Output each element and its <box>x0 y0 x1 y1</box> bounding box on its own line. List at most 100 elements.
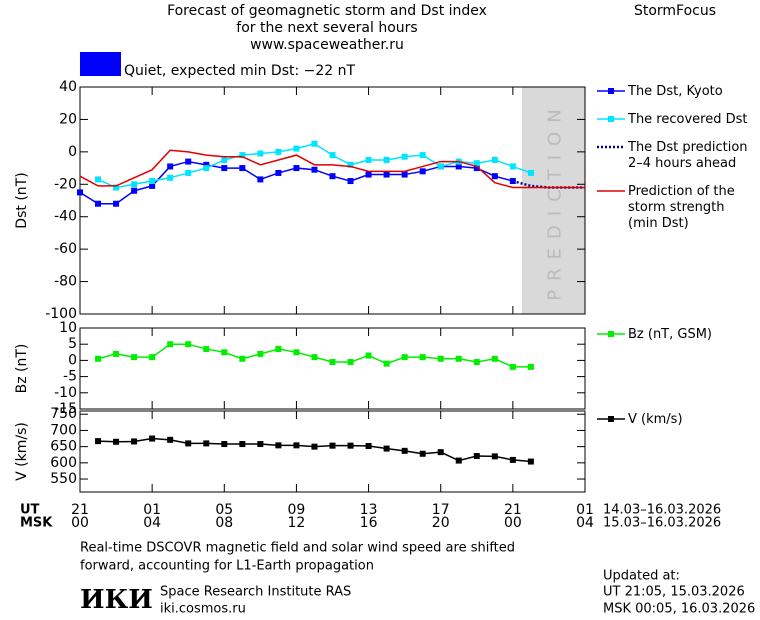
legend-label: V (km/s) <box>628 412 683 427</box>
data-point <box>527 169 534 176</box>
data-point <box>203 440 210 447</box>
y-tick-label: 750 <box>50 406 77 422</box>
x-tick-label-ut: 01 <box>143 502 161 518</box>
data-point <box>365 171 372 178</box>
x-tick-label-ut: 01 <box>576 502 594 518</box>
data-point <box>509 363 516 370</box>
data-point <box>365 156 372 163</box>
x-tick-label-msk: 12 <box>288 515 306 531</box>
data-point <box>95 355 102 362</box>
data-point <box>419 450 426 457</box>
data-point <box>401 447 408 454</box>
data-point <box>455 163 462 170</box>
plot-frame <box>79 410 586 493</box>
data-point <box>185 440 192 447</box>
y-tick-label: 650 <box>50 439 77 455</box>
x-tick-label-msk: 00 <box>71 515 89 531</box>
data-point <box>203 161 210 168</box>
y-tick-label: 600 <box>50 455 77 471</box>
data-point <box>491 156 498 163</box>
data-point <box>383 360 390 367</box>
legend-label: The recovered Dst <box>627 112 747 127</box>
data-point <box>311 354 318 361</box>
ut-range: 14.03–16.03.2026 <box>603 503 721 518</box>
institute-url: iki.cosmos.ru <box>160 602 246 617</box>
data-point <box>437 163 444 170</box>
y-tick-label: -40 <box>54 209 77 225</box>
data-point <box>113 200 120 207</box>
data-point <box>347 442 354 449</box>
data-point <box>185 341 192 348</box>
title: www.spaceweather.ru <box>250 37 404 53</box>
data-point <box>149 435 156 442</box>
data-point <box>167 163 174 170</box>
data-point <box>185 158 192 165</box>
legend-marker <box>608 88 614 94</box>
data-point <box>221 156 228 163</box>
data-point <box>167 341 174 348</box>
x-tick-label-ut: 05 <box>215 502 233 518</box>
data-point <box>293 145 300 152</box>
data-point <box>473 453 480 460</box>
legend-label: Bz (nT, GSM) <box>628 327 712 342</box>
updated-ut: UT 21:05, 15.03.2026 <box>603 585 745 600</box>
title: Forecast of geomagnetic storm and Dst in… <box>167 3 487 19</box>
data-point <box>383 171 390 178</box>
data-point <box>203 165 210 172</box>
data-point <box>329 359 336 366</box>
data-point <box>455 457 462 464</box>
data-point <box>293 349 300 356</box>
data-point <box>437 355 444 362</box>
data-point <box>221 165 228 172</box>
data-point <box>401 171 408 178</box>
data-point <box>329 442 336 449</box>
legend-label: The Dst, Kyoto <box>627 84 723 99</box>
data-point <box>365 442 372 449</box>
data-point <box>257 350 264 357</box>
data-point <box>347 178 354 185</box>
y-tick-label: -5 <box>63 369 77 385</box>
data-point <box>149 178 156 185</box>
x-tick-label-msk: 20 <box>432 515 450 531</box>
prediction-zone <box>521 87 585 314</box>
data-point <box>113 350 120 357</box>
x-tick-label-ut: 17 <box>432 502 450 518</box>
data-point <box>149 354 156 361</box>
data-point <box>95 438 102 445</box>
status-swatch <box>80 52 121 76</box>
updated-label: Updated at: <box>603 569 680 584</box>
data-point <box>419 168 426 175</box>
data-point <box>275 346 282 353</box>
data-point <box>473 160 480 167</box>
x-tick-label-msk: 04 <box>576 515 594 531</box>
msk-label: MSK <box>20 516 53 531</box>
data-point <box>167 436 174 443</box>
data-point <box>257 150 264 157</box>
data-point <box>257 176 264 183</box>
data-point <box>527 458 534 465</box>
y-tick-label: 40 <box>59 79 77 95</box>
data-point <box>113 184 120 191</box>
y-tick-label: 20 <box>59 111 77 127</box>
data-point <box>239 441 246 448</box>
updated-msk: MSK 00:05, 16.03.2026 <box>603 602 755 617</box>
y-tick-label: -60 <box>54 241 77 257</box>
data-point <box>491 355 498 362</box>
data-point <box>419 152 426 159</box>
data-point <box>131 438 138 445</box>
y-tick-label: -10 <box>54 385 77 401</box>
msk-range: 15.03–16.03.2026 <box>603 516 721 531</box>
y-axis-label: Dst (nT) <box>14 172 30 228</box>
data-point <box>329 152 336 159</box>
data-point <box>131 181 138 188</box>
data-point <box>329 173 336 180</box>
y-tick-label: 700 <box>50 422 77 438</box>
data-point <box>455 355 462 362</box>
x-tick-label-msk: 16 <box>360 515 378 531</box>
data-point <box>311 166 318 173</box>
legend-marker <box>608 331 614 337</box>
note: forward, accounting for L1-Earth propaga… <box>80 559 374 574</box>
data-point <box>365 352 372 359</box>
y-tick-label: -15 <box>54 401 77 417</box>
data-point <box>473 359 480 366</box>
